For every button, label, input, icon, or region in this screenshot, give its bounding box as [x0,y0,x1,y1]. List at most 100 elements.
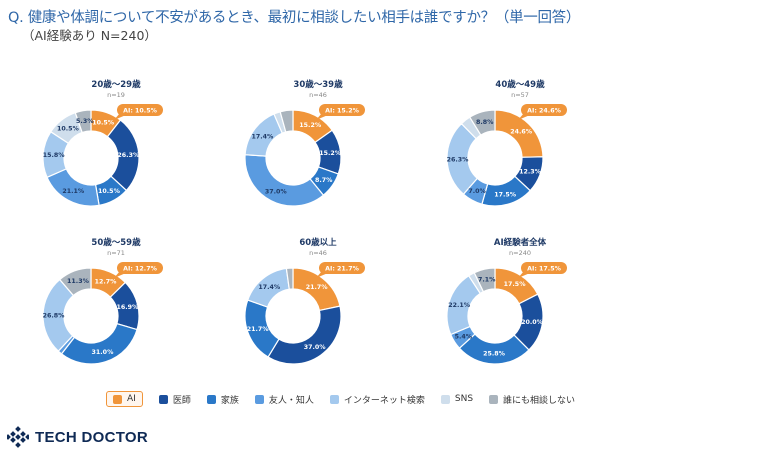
slice-value-label: 17.4% [258,284,281,291]
sample-size-subtitle: （AI経験あり N=240） [22,28,157,43]
ai-badge-pointer [316,271,328,278]
slice-value-label: 20.0% [521,319,544,326]
ai-badge-label: AI: 15.2% [325,108,359,115]
slice-value-label: 16.9% [116,304,139,311]
chart-panel-30s: 30歳〜39歳 n=46 15.2% 15.2% 8.7% 37.0% 17.4% AI:… [243,78,393,248]
chart-title: 60歳以上 [299,238,337,248]
legend-swatch [489,394,499,404]
slice-value-label: 8.7% [315,177,333,184]
slice-value-label: 31.0% [92,349,115,356]
chart-panel-50s: 50歳〜59歳 n=71 12.7% 16.9% 31.0% 26.8% 11.3% AI… [41,236,191,406]
ai-badge-label: AI: 17.5% [527,266,561,273]
ai-badge-label: AI: 21.7% [325,266,359,273]
chart-sample-size: n=19 [107,91,125,99]
chart-sample-size: n=46 [309,249,327,257]
slice-value-label: 21.1% [62,188,85,195]
brand-mark-icon [7,426,29,448]
chart-title: 40歳〜49歳 [495,80,545,90]
slice-value-label: 10.5% [92,120,115,127]
chart-sample-size: n=46 [309,91,327,99]
chart-title: 30歳〜39歳 [293,80,343,90]
ai-badge [319,104,365,116]
donut-chart: 17.5% 20.0% 25.8% 5.4% 22.1% 7.1% AI: 17.5% [446,262,567,365]
legend-swatch [206,394,216,404]
donut-chart: 10.5%26.3%10.5%21.1%15.8%10.5%5.3%AI: 10… [42,104,163,207]
donut-slice-friends [244,154,325,207]
donut-slice-no-one [473,267,496,293]
legend-label: AI [127,394,136,404]
donut-chart: 24.6% 12.3% 17.5% 7.0% 26.3% 8.8% AI: 24.6% [446,104,567,207]
slice-value-label: 15.8% [43,152,66,159]
slice-value-label: 7.0% [468,188,486,195]
chart-sample-size: n=240 [509,249,531,257]
chart-sample-size: n=71 [107,249,125,257]
ai-badge-label: AI: 10.5% [123,108,157,115]
legend-label: 家族 [220,395,239,406]
brand-name: TECH DOCTOR [35,428,149,446]
ai-badge [521,262,567,274]
slice-value-label: 10.5% [57,126,80,133]
donut-slice-doctor [267,305,342,365]
legend-label: SNS [454,394,474,404]
chart-panel-20s: 20歳〜29歳 n=19 10.5% 26.3% 10.5% 21.1% 15.8% 10… [41,78,191,248]
slice-value-label: 24.6% [510,128,533,135]
ai-badge-pointer [316,113,328,120]
ai-badge-pointer [518,113,530,120]
slice-value-label: 17.5% [494,191,517,198]
legend-item-sns: SNS [440,394,474,404]
legend-label: 誰にも相談しない [503,395,576,406]
question-title: Q. 健康や体調について不安があるとき、最初に相談したい相手は誰ですか？（単一回… [8,10,581,26]
slice-value-label: 25.8% [483,351,506,358]
donut-slice-no-one [74,109,92,134]
donut-slice-no-one [58,267,92,297]
legend-swatch [254,394,264,404]
slice-value-label: 17.4% [251,134,274,141]
legend-item-family: 家族 [206,393,239,406]
donut-slice-no-one [279,109,294,133]
legend-item-internet-search: インターネット検索 [329,393,425,406]
slice-value-label: 5.3% [76,118,94,125]
donut-slice-no-one [285,267,294,290]
slice-value-label: 5.4% [455,333,473,340]
legend: AI 医師 家族 友人・知人 インターネット検索 SNS 誰にも相談しない [106,391,591,407]
donut-chart: 15.2% 15.2% 8.7% 37.0% 17.4% AI: 15.2% [244,104,365,207]
ai-badge [319,262,365,274]
slice-value-label: 10.5% [98,188,121,195]
ai-badge-pointer [114,271,126,278]
legend-swatch [440,394,450,404]
donut-slice-family [60,322,138,365]
chart-title: 50歳〜59歳 [91,238,141,248]
legend-item-no-one: 誰にも相談しない [489,393,575,406]
slice-value-label: 17.5% [504,281,527,288]
chart-panel-40s: 40歳〜49歳 n=57 24.6% 12.3% 17.5% 7.0% 26.3% 8.8… [445,78,595,248]
donut-slice-no-one [468,109,496,136]
legend-swatch [113,394,122,404]
donut-chart: 21.7% 37.0% 21.7% 17.4% AI: 21.7% [244,262,365,365]
legend-label: インターネット検索 [343,395,425,406]
slice-value-label: 12.7% [95,279,118,286]
slice-value-label: 21.7% [247,326,270,333]
slice-value-label: 12.3% [519,168,542,175]
slice-value-label: 15.2% [299,122,322,129]
ai-badge-pointer [114,113,126,120]
slice-value-label: 37.0% [304,344,327,351]
legend-item-friends: 友人・知人 [254,393,314,406]
legend-swatch [329,394,339,404]
ai-badge [521,104,567,116]
chart-title: 20歳〜29歳 [91,80,141,90]
legend-item-doctor: 医師 [158,393,191,406]
slice-value-label: 11.3% [67,278,90,285]
chart-sample-size: n=57 [511,91,529,99]
brand-logo: TECH DOCTOR [7,426,148,448]
ai-badge-label: AI: 24.6% [527,108,561,115]
ai-badge-pointer [518,271,530,278]
donut-chart: 12.7% 16.9% 31.0% 26.8% 11.3% AI: 12.7% [42,262,163,365]
slice-value-label: 26.8% [43,312,66,319]
chart-title: AI経験者全体 [493,238,547,248]
slice-value-label: 15.2% [319,150,342,157]
ai-badge [117,262,163,274]
slice-value-label: 26.3% [117,152,140,159]
chart-panel-60plus: 60歳以上 n=46 21.7% 37.0% 21.7% 17.4% AI: 21.7% [243,236,393,406]
slice-value-label: 26.3% [447,156,470,163]
slice-value-label: 7.1% [478,277,496,284]
